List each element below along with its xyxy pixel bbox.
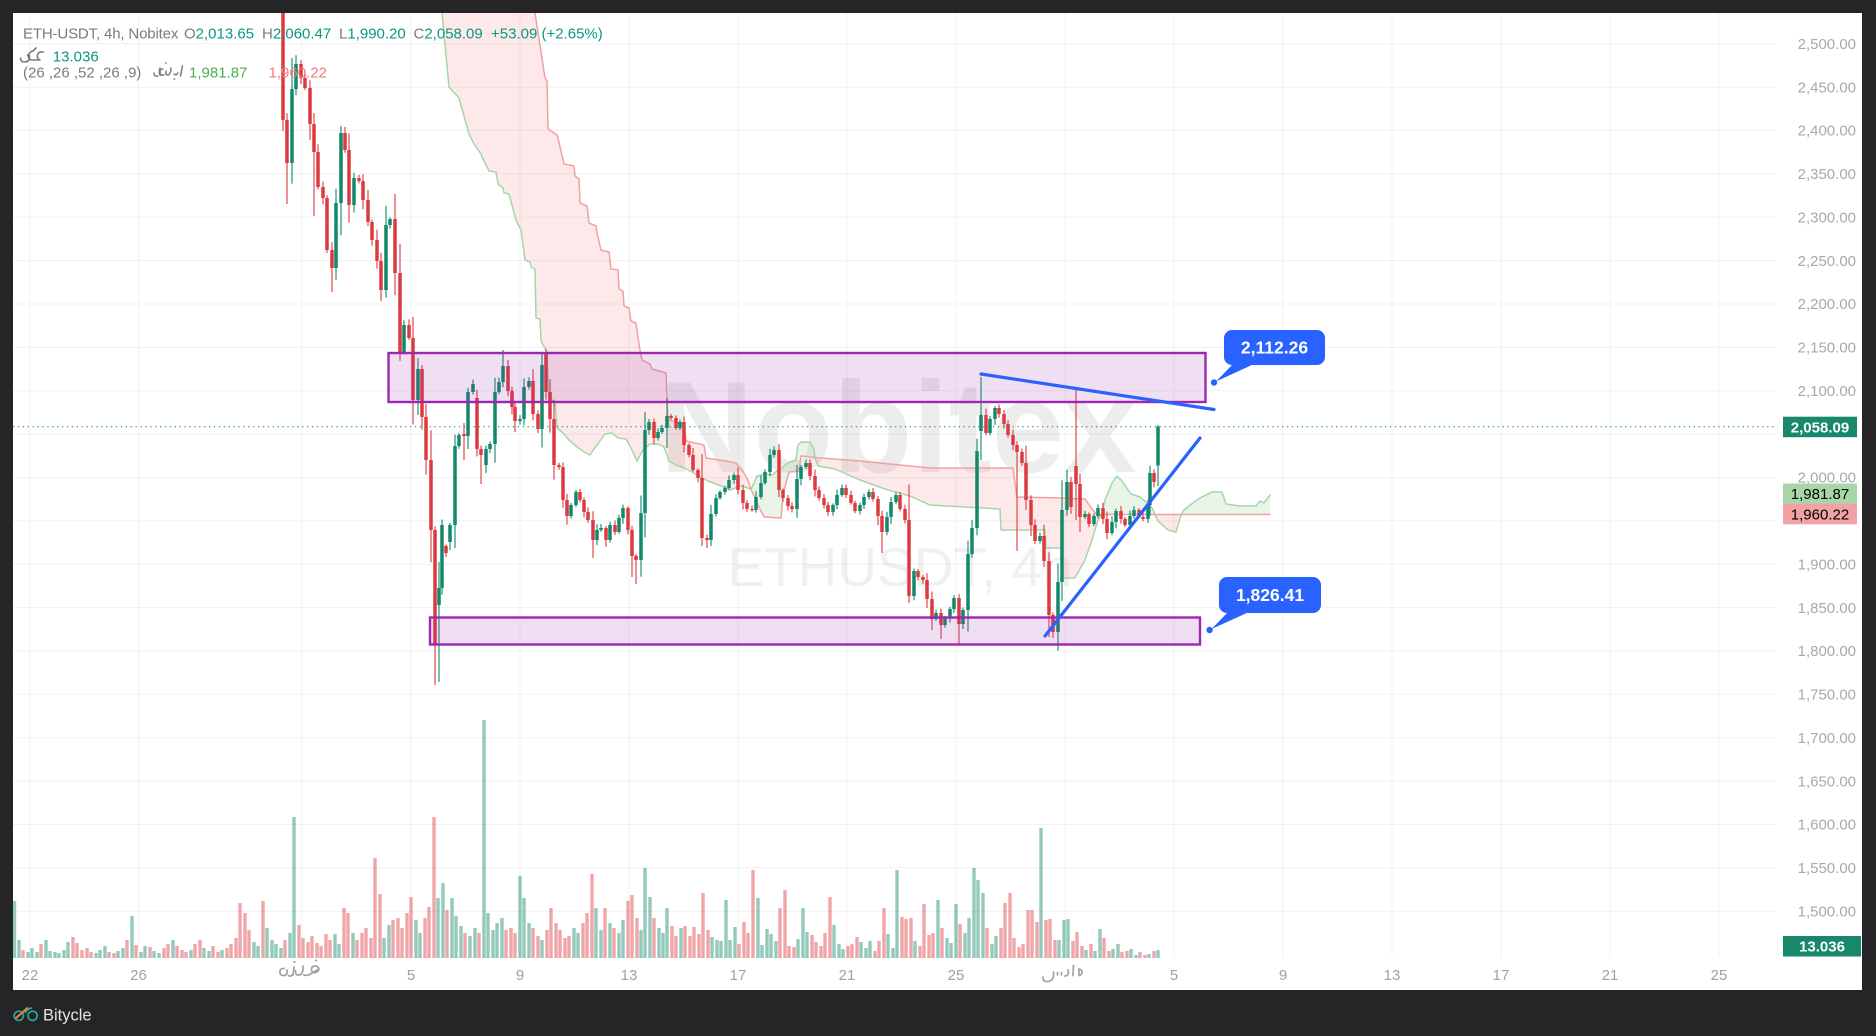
svg-text:22: 22 [22,967,39,984]
svg-text:1,981.87: 1,981.87 [189,65,247,82]
svg-text:(26 ,26 ,52 ,26 ,9): (26 ,26 ,52 ,26 ,9) [23,65,141,82]
svg-text:9: 9 [1279,967,1287,984]
svg-text:2,450.00: 2,450.00 [1798,79,1856,96]
svg-text:13.036: 13.036 [53,49,99,66]
svg-text:ETHUSDT, 4h: ETHUSDT, 4h [727,536,1072,598]
svg-text:1,981.87: 1,981.87 [1791,486,1849,503]
svg-text:17: 17 [730,967,747,984]
svg-text:1,960.22: 1,960.22 [269,65,327,82]
svg-text:2,058.09: 2,058.09 [1791,419,1849,436]
svg-text:26: 26 [130,967,147,984]
svg-text:2,400.00: 2,400.00 [1798,123,1856,140]
svg-text:9: 9 [516,967,524,984]
svg-text:1,500.00: 1,500.00 [1798,903,1856,920]
svg-text:13.036: 13.036 [1799,939,1845,956]
svg-text:2,150.00: 2,150.00 [1798,340,1856,357]
svg-text:21: 21 [839,967,856,984]
svg-text:2,250.00: 2,250.00 [1798,253,1856,270]
svg-text:1,800.00: 1,800.00 [1798,643,1856,660]
svg-text:1,700.00: 1,700.00 [1798,730,1856,747]
svg-text:21: 21 [1602,967,1619,984]
svg-text:1,750.00: 1,750.00 [1798,687,1856,704]
svg-text:1,960.22: 1,960.22 [1791,506,1849,523]
svg-text:Bitycle: Bitycle [43,1007,92,1025]
svg-text:1,850.00: 1,850.00 [1798,600,1856,617]
svg-text:2,000.00: 2,000.00 [1798,470,1856,487]
svg-text:5: 5 [1170,967,1178,984]
svg-text:1,600.00: 1,600.00 [1798,817,1856,834]
svg-text:2,300.00: 2,300.00 [1798,210,1856,227]
svg-text:13: 13 [621,967,638,984]
svg-text:2,200.00: 2,200.00 [1798,296,1856,313]
svg-text:25: 25 [1711,967,1728,984]
svg-text:13: 13 [1384,967,1401,984]
svg-text:2,350.00: 2,350.00 [1798,166,1856,183]
svg-text:2,100.00: 2,100.00 [1798,383,1856,400]
svg-text:2,112.26: 2,112.26 [1241,338,1308,358]
svg-text:2,500.00: 2,500.00 [1798,36,1856,53]
svg-text:1,550.00: 1,550.00 [1798,860,1856,877]
svg-text:5: 5 [407,967,415,984]
svg-text:1,900.00: 1,900.00 [1798,556,1856,573]
svg-text:17: 17 [1493,967,1510,984]
svg-text:1,826.41: 1,826.41 [1236,585,1304,605]
svg-text:25: 25 [948,967,965,984]
svg-text:1,650.00: 1,650.00 [1798,773,1856,790]
